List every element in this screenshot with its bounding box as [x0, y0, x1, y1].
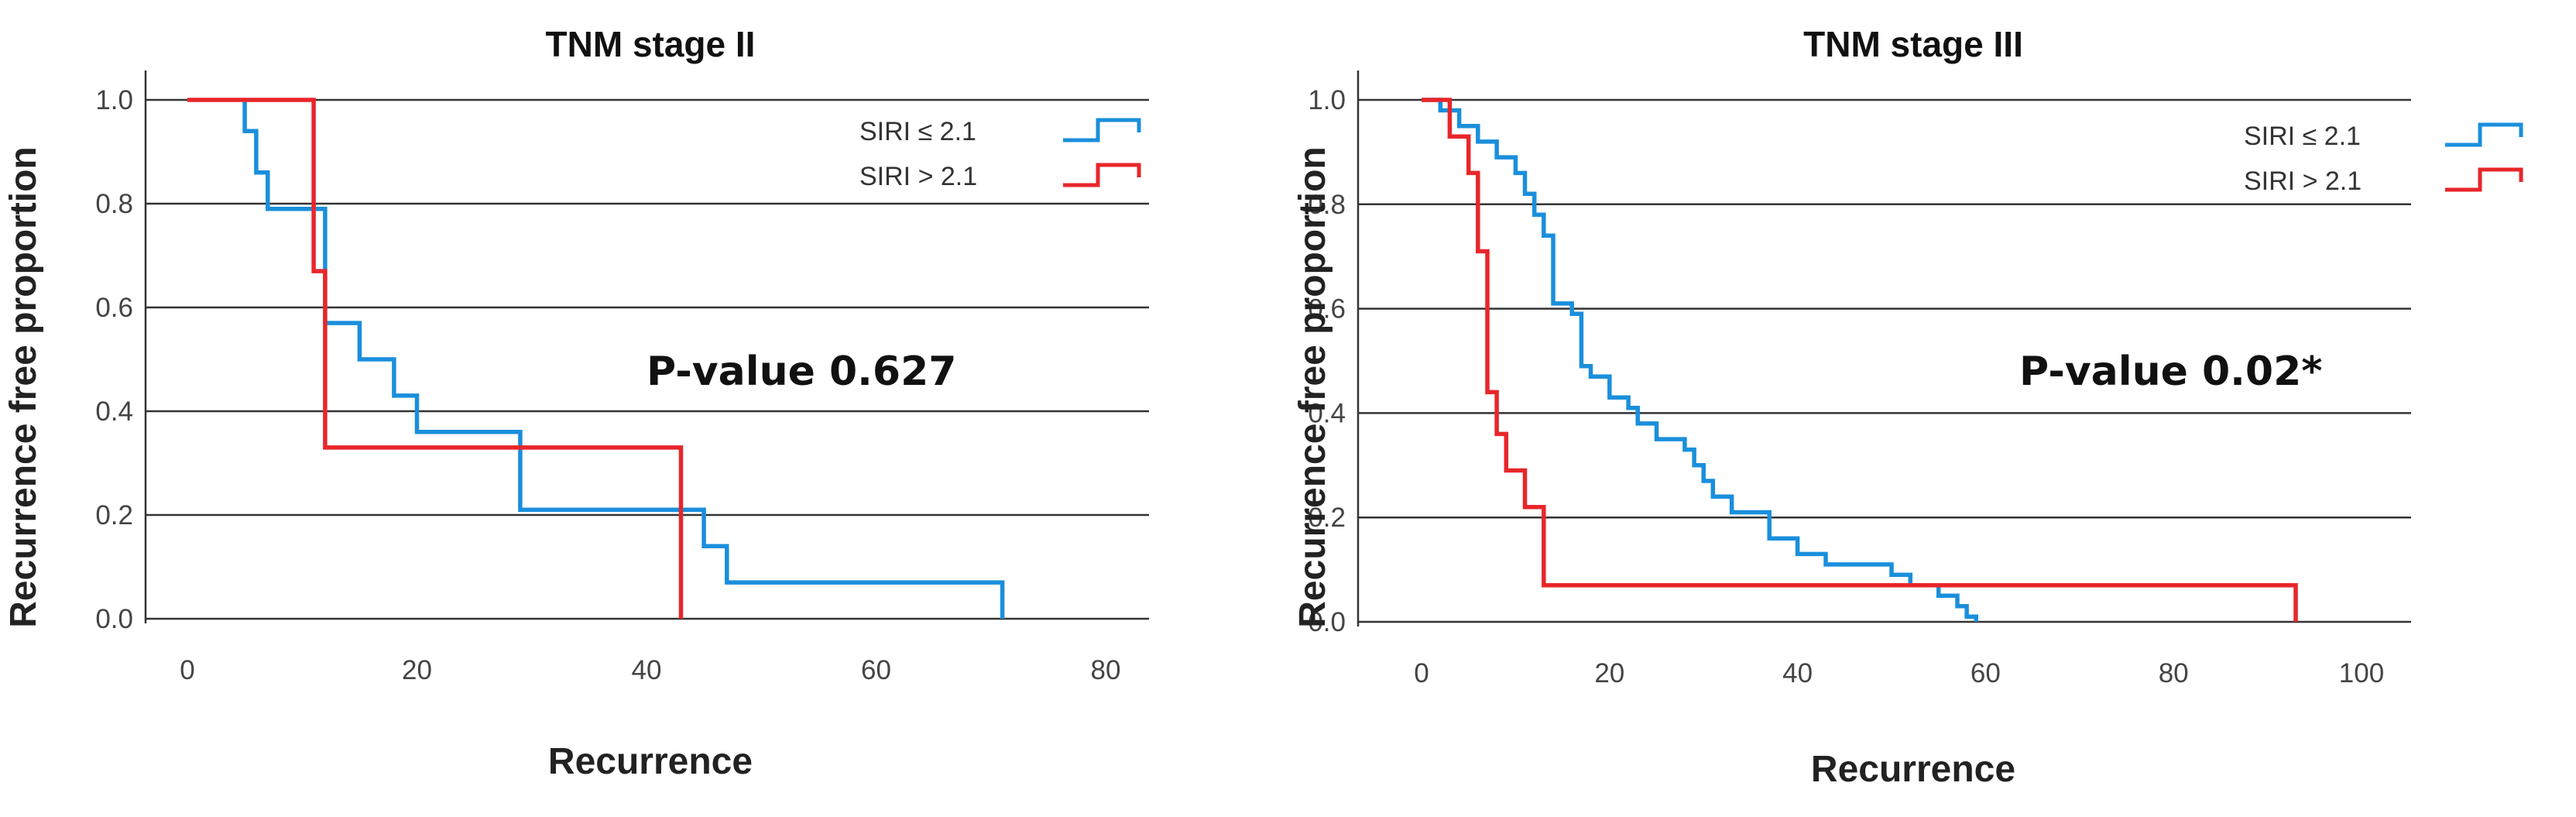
- legend-label-siri-low: SIRI ≤ 2.1: [2244, 122, 2361, 151]
- x-tick-label: 40: [632, 655, 662, 685]
- x-tick-label: 60: [1971, 658, 2001, 688]
- x-tick-labels: 0 20 40 60 80: [180, 655, 1120, 685]
- y-tick-label: 0.6: [95, 293, 133, 323]
- y-tick-label: 0.8: [95, 189, 133, 219]
- y-tick-label: 0.0: [1308, 607, 1346, 637]
- gridlines: [144, 70, 1149, 623]
- x-tick-labels: 0 20 40 60 80 100: [1414, 658, 2384, 688]
- x-tick-label: 60: [861, 655, 891, 685]
- y-tick-label: 0.8: [1308, 190, 1346, 220]
- x-tick-label: 80: [2159, 658, 2189, 688]
- legend-swatch-siri-high: [2445, 167, 2523, 192]
- legend-label-siri-low: SIRI ≤ 2.1: [859, 117, 976, 146]
- x-tick-label: 20: [402, 655, 432, 685]
- legend-swatch-siri-low: [1063, 118, 1141, 142]
- y-tick-label: 1.0: [1308, 85, 1346, 115]
- x-tick-label: 0: [1414, 658, 1429, 688]
- gridlines: [1357, 70, 2411, 626]
- y-tick-label: 0.4: [1308, 398, 1346, 428]
- km-curve-siri-high: [187, 98, 684, 619]
- y-tick-labels: 0.0 0.2 0.4 0.6 0.8 1.0: [95, 85, 133, 634]
- y-tick-labels: 0.0 0.2 0.4 0.6 0.8 1.0: [1308, 85, 1346, 637]
- series-group: [1422, 98, 2298, 622]
- chart-title: TNM stage III: [1803, 24, 2023, 64]
- x-axis-label: Recurrence: [548, 741, 753, 782]
- x-tick-label: 20: [1594, 658, 1624, 688]
- x-axis-label: Recurrence: [1811, 749, 2015, 790]
- y-tick-label: 0.2: [95, 500, 133, 530]
- x-tick-label: 80: [1091, 655, 1121, 685]
- km-curve-siri-low: [242, 100, 1005, 619]
- series-group: [187, 98, 1005, 619]
- y-axis-label: Recurrence free proportion: [3, 146, 44, 627]
- x-tick-label: 40: [1782, 658, 1813, 688]
- y-tick-label: 0.2: [1308, 503, 1346, 533]
- y-tick-label: 0.4: [95, 396, 133, 427]
- legend-label-siri-high: SIRI > 2.1: [859, 162, 977, 191]
- y-tick-label: 1.0: [95, 85, 133, 115]
- y-tick-label: 0.0: [95, 604, 133, 634]
- legend: SIRI ≤ 2.1 SIRI > 2.1: [2244, 122, 2523, 196]
- chart-svg-stage-iii: TNM stage III 0.0 0.2 0.4 0.6 0.8 1.0 0 20 40 60…: [1292, 24, 2523, 790]
- chart-panel-stage-iii: TNM stage III 0.0 0.2 0.4 0.6 0.8 1.0 0 20 40 60…: [1288, 0, 2575, 817]
- legend: SIRI ≤ 2.1 SIRI > 2.1: [859, 117, 1141, 191]
- legend-swatch-siri-low: [2445, 122, 2523, 147]
- p-value-annotation: P-value 0.627: [647, 348, 956, 395]
- x-tick-label: 100: [2339, 658, 2384, 688]
- p-value-annotation: P-value 0.02*: [2019, 348, 2322, 395]
- y-axis-label: Recurrence free proportion: [1292, 146, 1333, 627]
- chart-svg-stage-ii: TNM stage II 0.0 0.2 0.4 0.6 0.8 1.0 0 20 40 60 8…: [3, 24, 1149, 782]
- km-curve-siri-high: [1422, 98, 2298, 622]
- x-tick-label: 0: [180, 655, 194, 685]
- chart-title: TNM stage II: [546, 24, 756, 64]
- legend-swatch-siri-high: [1063, 163, 1141, 187]
- legend-label-siri-high: SIRI > 2.1: [2244, 166, 2362, 196]
- km-curve-siri-low: [1422, 98, 1979, 622]
- chart-panel-stage-ii: TNM stage II 0.0 0.2 0.4 0.6 0.8 1.0 0 20 40 60 8…: [3, 24, 1149, 782]
- y-tick-label: 0.6: [1308, 294, 1346, 324]
